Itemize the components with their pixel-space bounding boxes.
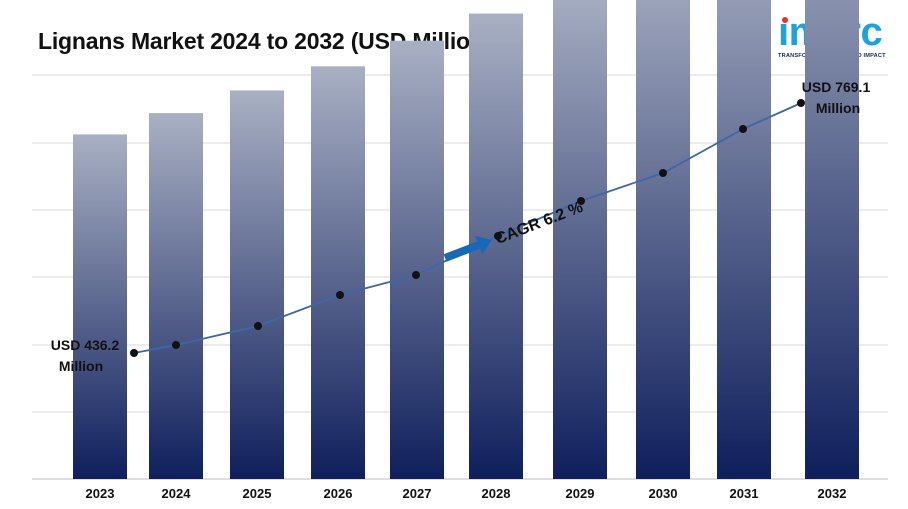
- marker-2024: [172, 341, 180, 349]
- x-tick-label: 2027: [403, 486, 432, 501]
- x-tick-label: 2032: [818, 486, 847, 501]
- x-tick-label: 2024: [162, 486, 192, 501]
- marker-2032: [797, 99, 805, 107]
- bar-2025: [230, 90, 284, 480]
- x-tick-label: 2031: [730, 486, 759, 501]
- start-value-label: USD 436.2: [51, 337, 120, 353]
- bar-2026: [311, 66, 365, 479]
- bars: [73, 0, 859, 480]
- x-tick-label: 2023: [86, 486, 115, 501]
- x-axis-labels: 2023 2024 2025 2026 2027 2028 2029 2030 2031 2032: [86, 486, 847, 501]
- bar-2030: [636, 0, 690, 479]
- bar-2031: [717, 0, 771, 479]
- x-tick-label: 2025: [243, 486, 272, 501]
- bar-2023: [73, 134, 127, 480]
- start-value-unit: Million: [59, 358, 103, 374]
- end-value-unit: Million: [816, 100, 860, 116]
- marker-2030: [659, 169, 667, 177]
- x-tick-label: 2026: [324, 486, 353, 501]
- x-tick-label: 2028: [482, 486, 511, 501]
- marker-2023: [130, 349, 138, 357]
- marker-2028: [494, 232, 502, 240]
- x-tick-label: 2030: [649, 486, 678, 501]
- marker-2027: [412, 271, 420, 279]
- bar-2032: [805, 0, 859, 479]
- x-tick-label: 2029: [566, 486, 595, 501]
- logo-dot-icon: [782, 17, 788, 23]
- marker-2025: [254, 322, 262, 330]
- marker-2026: [336, 291, 344, 299]
- bar-2024: [149, 113, 203, 480]
- arrow-icon: [443, 235, 492, 262]
- bar-2027: [390, 40, 444, 479]
- marker-2029: [577, 197, 585, 205]
- end-value-label: USD 769.1: [802, 79, 871, 95]
- marker-2031: [739, 125, 747, 133]
- bar-2029: [553, 0, 607, 479]
